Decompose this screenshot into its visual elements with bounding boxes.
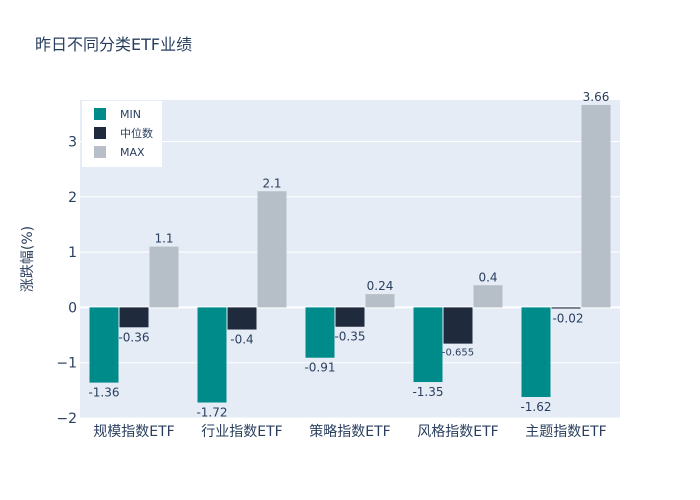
- x-tick-label: 行业指数ETF: [201, 424, 282, 440]
- y-axis-label: 涨跌幅(%): [20, 226, 36, 292]
- data-label: -1.72: [196, 406, 227, 420]
- x-axis-ticks: 规模指数ETF 行业指数ETF 策略指数ETF 风格指数ETF 主题指数ETF: [93, 423, 606, 440]
- bar: [305, 307, 335, 358]
- y-tick-label: −2: [56, 411, 77, 427]
- bar: [89, 307, 119, 383]
- legend-label[interactable]: 中位数: [120, 126, 153, 140]
- legend-swatch[interactable]: [94, 146, 106, 158]
- data-label: -1.35: [412, 385, 443, 399]
- bar: [365, 294, 395, 308]
- bar: [551, 307, 581, 309]
- legend-swatch[interactable]: [94, 127, 106, 139]
- data-label: -0.35: [334, 330, 365, 344]
- legend-swatch[interactable]: [94, 108, 106, 120]
- bar: [473, 285, 503, 308]
- bar: [335, 307, 365, 327]
- y-tick-label: 0: [68, 300, 77, 316]
- bar: [581, 104, 611, 308]
- y-tick-label: 1: [68, 245, 77, 261]
- y-tick-label: −1: [56, 356, 77, 372]
- y-tick-label: 2: [68, 190, 77, 206]
- y-axis-ticks: −2 −1 0 1 2 3: [56, 134, 77, 427]
- bar: [227, 307, 257, 330]
- x-tick-label: 主题指数ETF: [525, 424, 606, 440]
- data-label: -0.36: [118, 330, 149, 344]
- data-labels: -1.36 -0.36 1.1 -1.72 -0.4 2.1 -0.91 -0.35 0.24 -…: [88, 90, 609, 420]
- bar: [413, 307, 443, 383]
- data-label: 2.1: [262, 176, 281, 190]
- data-label: -0.4: [230, 333, 253, 347]
- bar: [197, 307, 227, 403]
- legend-label[interactable]: MIN: [120, 108, 141, 121]
- data-label: -0.91: [304, 361, 335, 375]
- bars: [89, 104, 611, 403]
- x-tick-label: 风格指数ETF: [417, 424, 498, 440]
- data-label: 1.1: [154, 232, 173, 246]
- x-tick-label: 规模指数ETF: [93, 424, 174, 440]
- bar: [257, 191, 287, 308]
- data-label: -1.36: [88, 386, 119, 400]
- bar: [521, 307, 551, 397]
- data-label: -0.655: [442, 348, 474, 359]
- data-label: 3.66: [583, 90, 610, 104]
- bar: [443, 307, 473, 344]
- data-label: 0.24: [367, 279, 394, 293]
- bar: [119, 307, 149, 328]
- y-tick-label: 3: [68, 134, 77, 150]
- bar: [149, 246, 179, 308]
- data-label: 0.4: [478, 270, 497, 284]
- data-label: -1.62: [520, 400, 551, 414]
- data-label: -0.02: [552, 311, 583, 325]
- legend: MIN 中位数 MAX: [82, 101, 162, 167]
- chart-title: 昨日不同分类ETF业绩: [35, 35, 192, 54]
- legend-label[interactable]: MAX: [120, 146, 145, 159]
- x-tick-label: 策略指数ETF: [309, 423, 390, 440]
